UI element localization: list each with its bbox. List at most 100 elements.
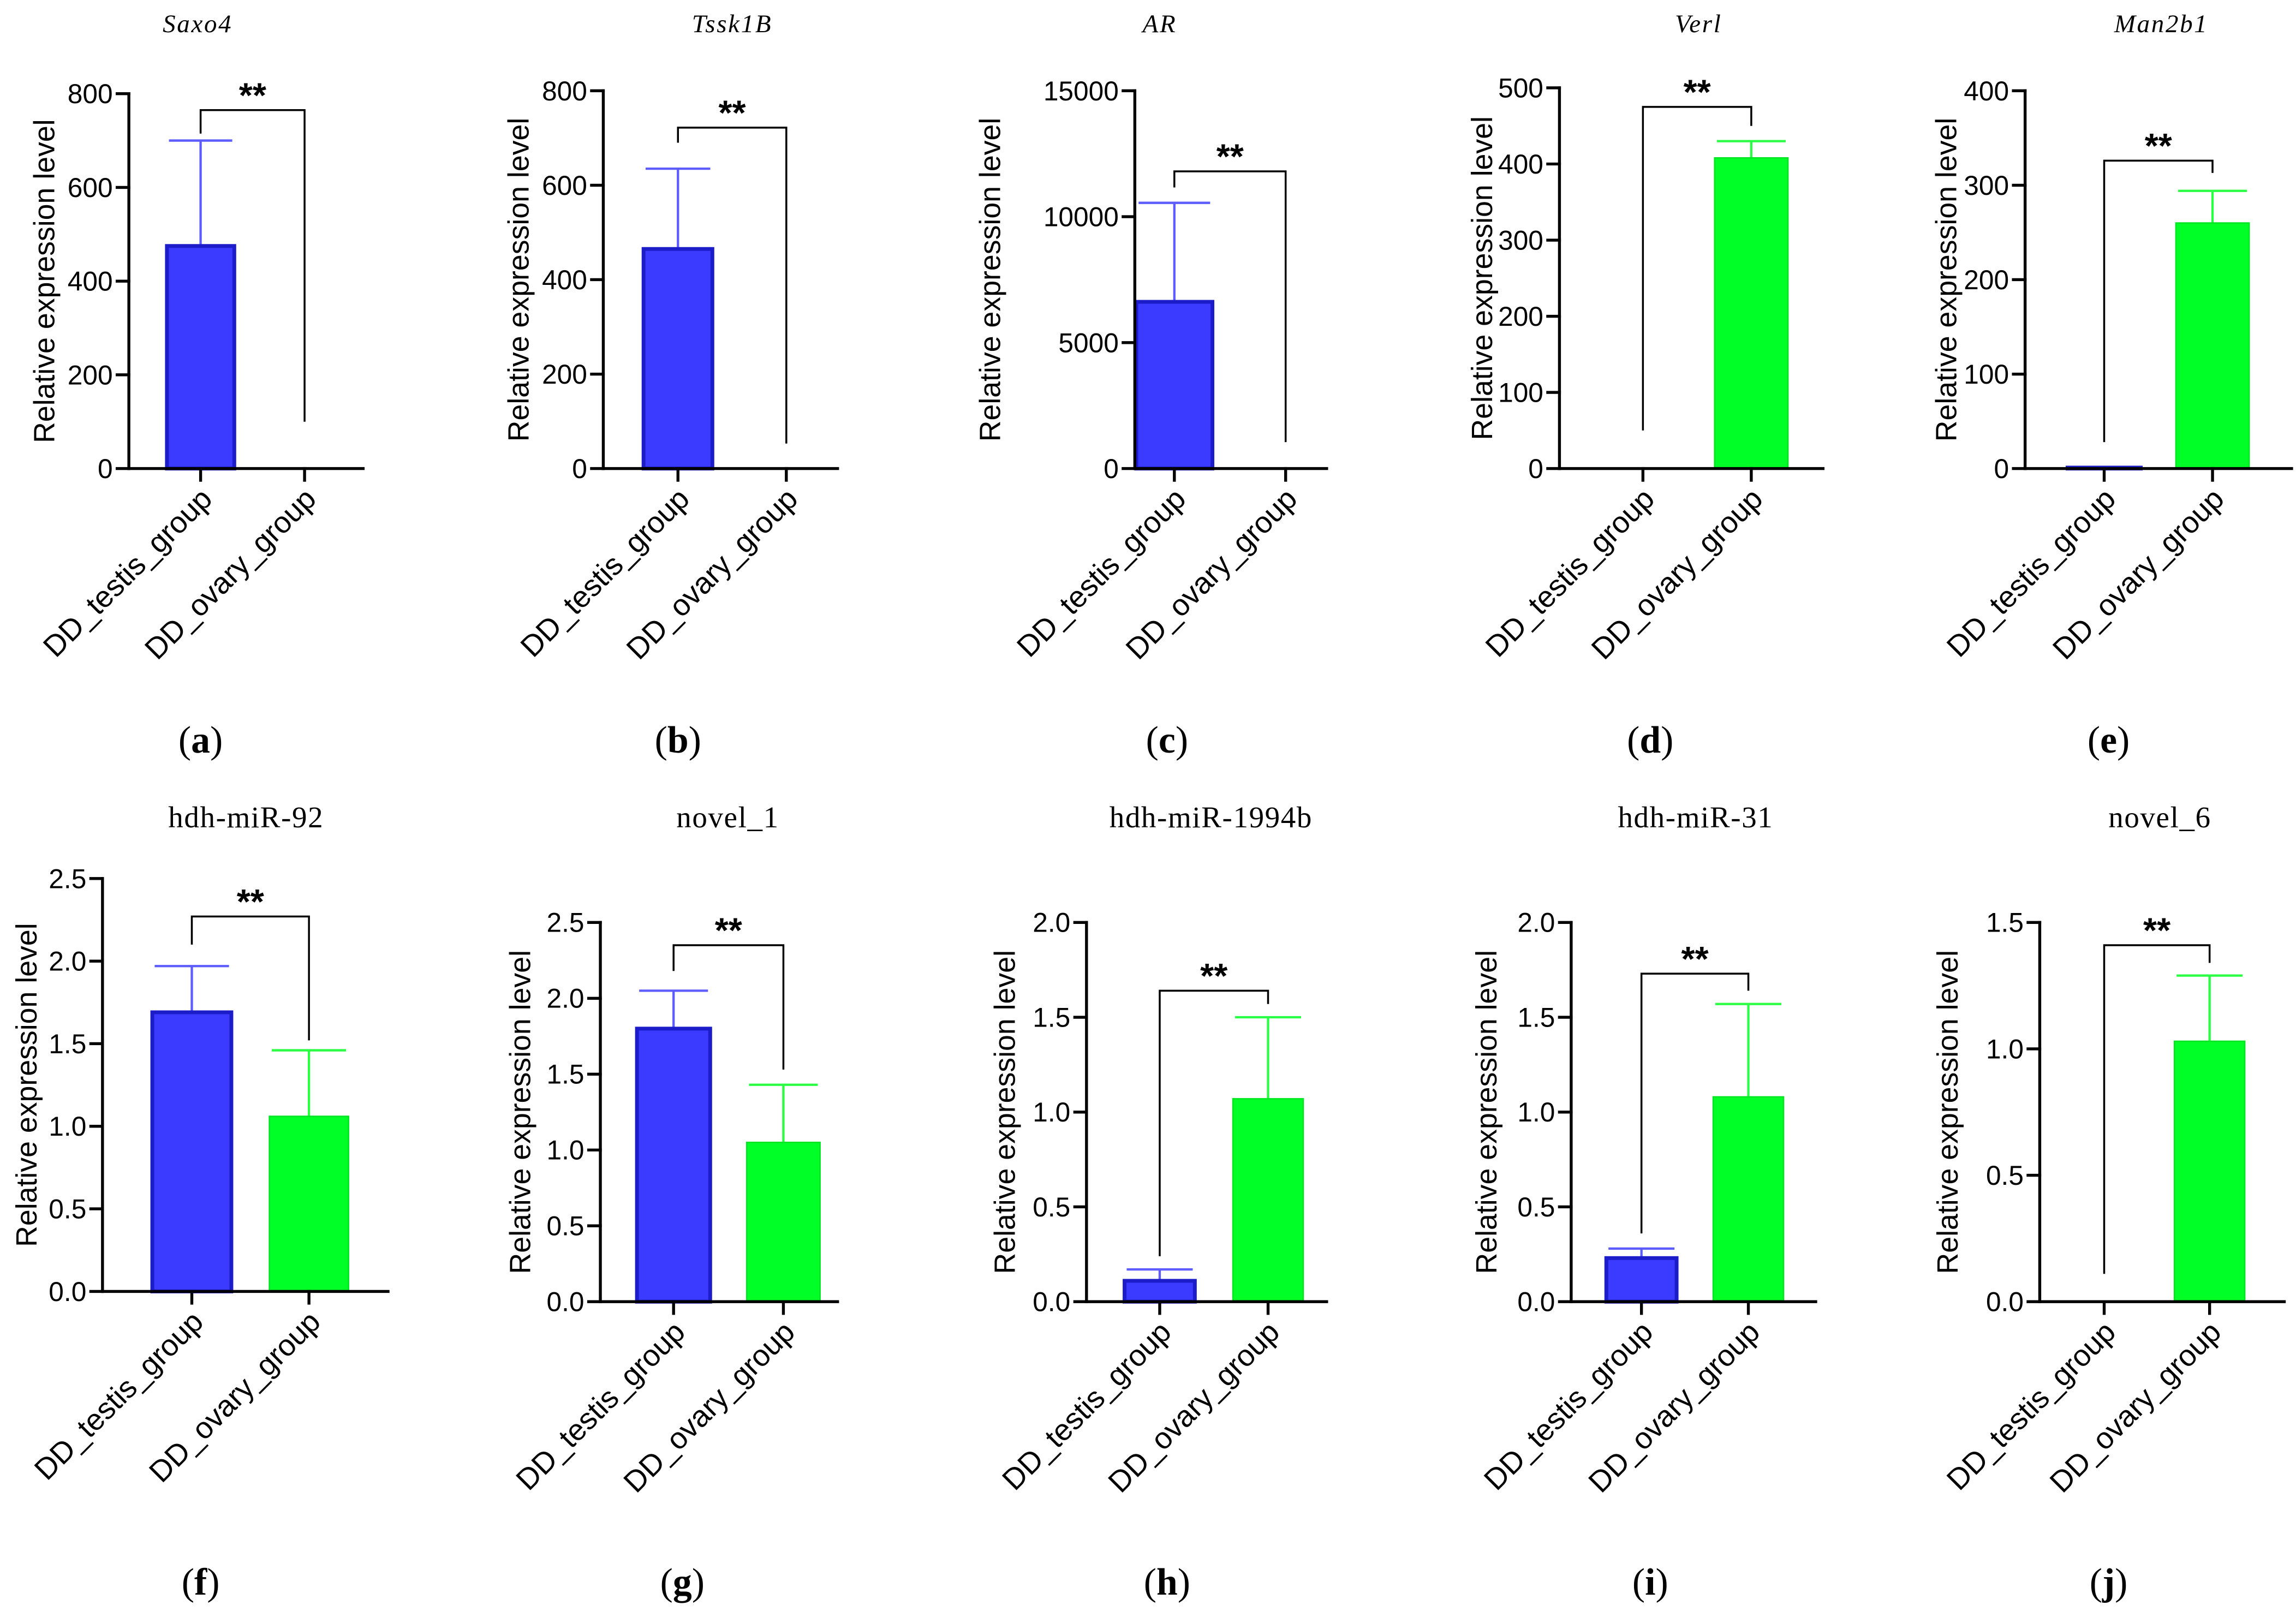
bar-ovary bbox=[2173, 1040, 2246, 1303]
y-tick-label: 400 bbox=[68, 266, 113, 297]
significance-bracket bbox=[1640, 972, 1750, 1234]
panel-e: Man2b1 Relative expression level 0 100 200 30… bbox=[1930, 10, 2293, 761]
significance-bracket bbox=[1173, 170, 1287, 443]
y-axis-label: Relative expression level bbox=[1470, 950, 1503, 1274]
y-tick-label: 800 bbox=[68, 79, 113, 109]
bar-testis bbox=[641, 247, 714, 471]
panel-label: (h) bbox=[1144, 1561, 1190, 1603]
panel-label: (d) bbox=[1627, 719, 1673, 761]
panel-label: (i) bbox=[1632, 1561, 1668, 1603]
significance-bracket bbox=[677, 127, 788, 444]
bar-testis bbox=[635, 1027, 712, 1304]
y-axis-label: Relative expression level bbox=[1931, 950, 1964, 1274]
significance-label: ** bbox=[237, 882, 264, 921]
y-tick-label: 0.0 bbox=[547, 1287, 585, 1317]
y-tick-label: 0 bbox=[1104, 454, 1119, 484]
y-tick-label: 5000 bbox=[1058, 327, 1118, 358]
y-tick-label: 1.5 bbox=[1033, 1002, 1070, 1033]
bar-ovary bbox=[2175, 222, 2250, 469]
y-tick-label: 500 bbox=[1498, 73, 1543, 103]
y-tick-label: 1.0 bbox=[1033, 1097, 1070, 1127]
y-tick-label: 0.5 bbox=[547, 1211, 585, 1242]
y-tick-label: 2.5 bbox=[547, 908, 585, 938]
significance-label: ** bbox=[1216, 137, 1244, 176]
y-axis-label: Relative expression level bbox=[28, 119, 61, 443]
y-tick-label: 0 bbox=[1528, 454, 1543, 484]
panel-label: (e) bbox=[2088, 719, 2130, 761]
y-tick-label: 1.5 bbox=[1517, 1002, 1555, 1033]
panel-b: Tssk1B Relative expression level 0 200 400 60… bbox=[503, 10, 839, 761]
bar-testis bbox=[1604, 1256, 1679, 1304]
significance-bracket bbox=[199, 109, 306, 422]
y-tick-label: 2.0 bbox=[49, 946, 86, 977]
y-tick-label: 2.0 bbox=[547, 983, 585, 1014]
bar-ovary bbox=[1232, 1098, 1304, 1303]
y-tick-label: 200 bbox=[1498, 301, 1543, 332]
y-tick-label: 2.0 bbox=[1517, 908, 1555, 938]
y-tick-label: 0.0 bbox=[49, 1276, 86, 1307]
y-tick-label: 0.5 bbox=[1033, 1192, 1070, 1222]
bar-testis bbox=[1123, 1279, 1197, 1304]
panel-label: (j) bbox=[2090, 1561, 2128, 1603]
bar-testis bbox=[1134, 300, 1215, 471]
panel-title: Tssk1B bbox=[692, 10, 772, 38]
panel-label: (b) bbox=[655, 719, 701, 761]
y-tick-label: 300 bbox=[1964, 170, 2009, 201]
panel-title: Man2b1 bbox=[2114, 10, 2209, 38]
panel-c: AR Relative expression level 0 5000 10000 150… bbox=[974, 10, 1328, 761]
y-tick-label: 0.0 bbox=[1033, 1287, 1070, 1317]
y-tick-label: 15000 bbox=[1043, 76, 1119, 106]
panel-title: hdh-miR-92 bbox=[168, 801, 324, 834]
y-tick-label: 1.0 bbox=[547, 1135, 585, 1166]
bar-ovary bbox=[1712, 1096, 1785, 1303]
significance-bracket bbox=[1642, 106, 1752, 431]
y-tick-label: 0.5 bbox=[1517, 1192, 1555, 1222]
y-tick-label: 0 bbox=[98, 454, 113, 484]
y-tick-label: 800 bbox=[542, 76, 587, 106]
y-tick-label: 100 bbox=[1964, 359, 2009, 390]
y-tick-label: 200 bbox=[542, 359, 587, 390]
panel-j: novel_6 Relative expression level 0.0 0.5 1.… bbox=[1931, 801, 2286, 1603]
panel-title: AR bbox=[1141, 10, 1177, 38]
bar-ovary bbox=[1714, 157, 1789, 469]
panel-h: hdh-miR-1994b Relative expression level 0.… bbox=[988, 801, 1328, 1603]
y-tick-label: 600 bbox=[68, 172, 113, 203]
panel-d: Verl Relative expression level 0 100 200 300 4… bbox=[1466, 10, 1825, 761]
significance-label: ** bbox=[1200, 956, 1227, 995]
y-tick-label: 200 bbox=[1964, 265, 2009, 295]
panel-label: (a) bbox=[178, 719, 223, 761]
y-tick-label: 2.5 bbox=[49, 863, 86, 894]
panel-title: Verl bbox=[1675, 10, 1722, 38]
y-axis-label: Relative expression level bbox=[988, 950, 1021, 1274]
significance-label: ** bbox=[1684, 72, 1711, 111]
y-axis-label: Relative expression level bbox=[1466, 116, 1499, 440]
significance-label: ** bbox=[239, 75, 266, 115]
y-axis-label: Relative expression level bbox=[504, 950, 536, 1274]
panel-label: (c) bbox=[1146, 719, 1188, 761]
significance-label: ** bbox=[2145, 126, 2172, 165]
y-tick-label: 400 bbox=[542, 265, 587, 295]
y-tick-label: 0.5 bbox=[1986, 1160, 2024, 1191]
y-tick-label: 100 bbox=[1498, 377, 1543, 408]
y-tick-label: 1.0 bbox=[1986, 1034, 2024, 1064]
bar-testis bbox=[165, 244, 236, 471]
y-tick-label: 0.0 bbox=[1517, 1287, 1555, 1317]
significance-bracket bbox=[672, 944, 785, 1070]
y-tick-label: 300 bbox=[1498, 225, 1543, 255]
panel-title: Saxo4 bbox=[163, 10, 232, 38]
significance-label: ** bbox=[718, 93, 746, 132]
bar-ovary bbox=[746, 1142, 821, 1303]
panel-title: novel_1 bbox=[676, 801, 779, 834]
y-axis-label: Relative expression level bbox=[1930, 118, 1963, 442]
y-tick-label: 0.0 bbox=[1986, 1287, 2024, 1317]
y-tick-label: 1.5 bbox=[547, 1059, 585, 1090]
panel-i: hdh-miR-31 Relative expression level 0.0 0.… bbox=[1470, 801, 1817, 1603]
y-axis-label: Relative expression level bbox=[503, 118, 535, 442]
panel-a: Saxo4 Relative expression level 0 200 400 600… bbox=[28, 10, 365, 761]
y-tick-label: 1.0 bbox=[1517, 1097, 1555, 1127]
y-tick-label: 1.0 bbox=[49, 1111, 86, 1142]
y-axis-label: Relative expression level bbox=[974, 118, 1007, 442]
y-tick-label: 1.5 bbox=[49, 1029, 86, 1059]
